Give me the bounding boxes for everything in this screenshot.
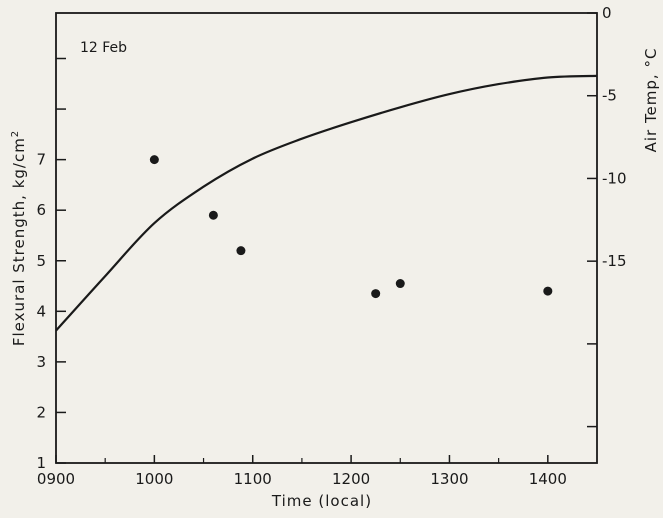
right-axis-title: Air Temp, °C (642, 48, 660, 153)
x-tick-label: 1000 (135, 470, 173, 488)
air-temperature-curve (55, 74, 598, 332)
left-tick-label: 6 (36, 201, 46, 219)
right-tick-label: -5 (602, 87, 617, 105)
strength-point (395, 279, 405, 289)
left-tick-label: 7 (36, 151, 46, 169)
right-tick-label: 0 (602, 4, 612, 22)
strength-point (371, 289, 381, 299)
left-tick-label: 3 (36, 353, 46, 371)
left-axis-title-superscript: 2 (10, 130, 21, 137)
right-axis-ticks: 0 -5 -10 -15 (587, 4, 627, 428)
strength-point (236, 246, 246, 256)
x-axis-title: Time (local) (271, 492, 372, 510)
left-tick-label: 1 (36, 454, 46, 472)
x-tick-label: 0900 (37, 470, 75, 488)
left-tick-label: 2 (36, 403, 46, 421)
left-axis-ticks: 1 2 3 4 5 6 7 (36, 57, 66, 472)
plot-frame (55, 12, 598, 464)
x-tick-label: 1100 (234, 470, 272, 488)
x-tick-label: 1400 (529, 470, 567, 488)
right-tick-label: -10 (602, 169, 627, 187)
left-tick-label: 5 (36, 252, 46, 270)
right-tick-label: -15 (602, 252, 627, 270)
x-tick-label: 1200 (332, 470, 370, 488)
data-series (55, 74, 598, 332)
strength-point (149, 155, 159, 165)
x-tick-label: 1300 (430, 470, 468, 488)
left-axis-title-text: Flexural Strength, kg/cm (10, 137, 28, 346)
left-tick-label: 4 (36, 302, 46, 320)
strength-point (208, 210, 218, 220)
left-axis-title: Flexural Strength, kg/cm2 (10, 130, 28, 346)
date-annotation: 12 Feb (80, 40, 127, 56)
strength-point (543, 286, 553, 296)
x-axis-ticks: 0900 1000 1100 1200 1300 1400 (37, 455, 567, 488)
